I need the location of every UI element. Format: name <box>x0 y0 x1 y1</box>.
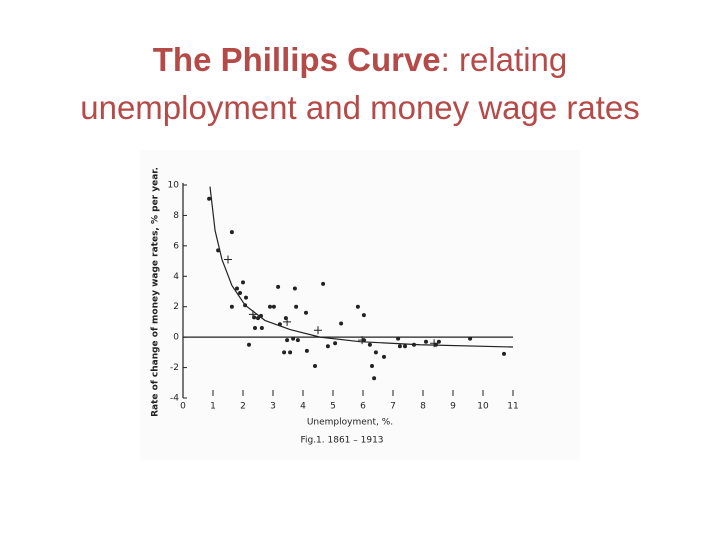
data-point <box>468 336 473 341</box>
average-cross <box>358 336 367 345</box>
data-point <box>256 316 260 321</box>
data-point <box>259 326 264 331</box>
scan-background <box>140 150 580 460</box>
title-bold: The Phillips Curve <box>152 41 441 78</box>
x-tick-label: 5 <box>330 402 336 412</box>
fitted-curve <box>209 186 514 348</box>
data-point <box>276 284 281 289</box>
x-tick-label: 10 <box>477 402 489 412</box>
y-tick-label: 0 <box>173 333 179 343</box>
data-point <box>382 354 386 359</box>
data-point <box>271 304 276 309</box>
average-cross <box>283 317 292 326</box>
data-point <box>424 339 428 344</box>
slide-title: The Phillips Curve: relating unemployment… <box>0 36 720 132</box>
title-text: unemployment and money wage rates <box>80 89 640 126</box>
average-cross <box>430 339 439 348</box>
data-point <box>253 326 257 331</box>
caption: Fig.1. 1861 – 1913 <box>300 436 383 446</box>
data-point <box>292 286 297 291</box>
x-tick-label: 4 <box>300 402 306 412</box>
title-text: : relating <box>440 41 568 78</box>
average-cross <box>314 326 322 335</box>
data-point <box>321 281 326 286</box>
data-point <box>241 280 245 285</box>
data-point <box>285 338 290 343</box>
data-point <box>244 295 248 300</box>
x-tick-label: 2 <box>240 402 246 412</box>
x-tick-label: 7 <box>390 402 396 412</box>
data-point <box>288 350 293 355</box>
data-point <box>397 344 402 349</box>
data-point <box>436 339 441 344</box>
data-point <box>367 342 372 347</box>
y-tick-label: 6 <box>173 241 179 251</box>
x-tick-label: 11 <box>507 402 518 412</box>
data-point <box>333 341 338 346</box>
data-point <box>229 304 234 309</box>
data-point <box>229 230 234 235</box>
data-point <box>373 350 378 355</box>
data-point <box>235 286 239 291</box>
x-tick-label: 3 <box>270 402 276 412</box>
data-point <box>268 304 272 309</box>
y-tick-label: 10 <box>168 181 180 191</box>
data-point <box>396 336 401 341</box>
data-point <box>294 304 299 309</box>
data-point <box>339 321 344 326</box>
data-point <box>361 313 366 318</box>
data-point <box>304 348 309 353</box>
data-point <box>291 336 296 341</box>
y-tick-label: 4 <box>173 272 179 282</box>
data-point <box>247 342 251 347</box>
y-tick-label: 2 <box>173 302 179 312</box>
data-point <box>207 196 212 201</box>
x-tick-label: 9 <box>450 402 456 412</box>
data-point <box>403 344 407 349</box>
data-point <box>325 344 330 349</box>
data-point <box>304 310 308 315</box>
data-point <box>238 291 242 296</box>
y-tick-label: -4 <box>170 394 179 404</box>
x-tick-label: 1 <box>210 402 216 412</box>
average-cross <box>224 255 232 264</box>
data-point <box>313 364 317 369</box>
data-point <box>282 350 287 355</box>
data-point <box>502 351 506 356</box>
y-tick-label: 8 <box>173 211 179 221</box>
x-tick-label: 8 <box>420 402 426 412</box>
data-point <box>370 364 374 369</box>
y-tick-label: -2 <box>170 363 179 373</box>
data-point <box>355 304 360 309</box>
x-tick-label: 6 <box>360 402 366 412</box>
x-axis-label: Unemployment, %. <box>307 418 393 428</box>
y-axis-label: Rate of change of money wage rates, % pe… <box>151 167 161 417</box>
data-point <box>372 376 377 381</box>
data-point <box>295 338 300 343</box>
x-tick-label: 0 <box>180 402 186 412</box>
